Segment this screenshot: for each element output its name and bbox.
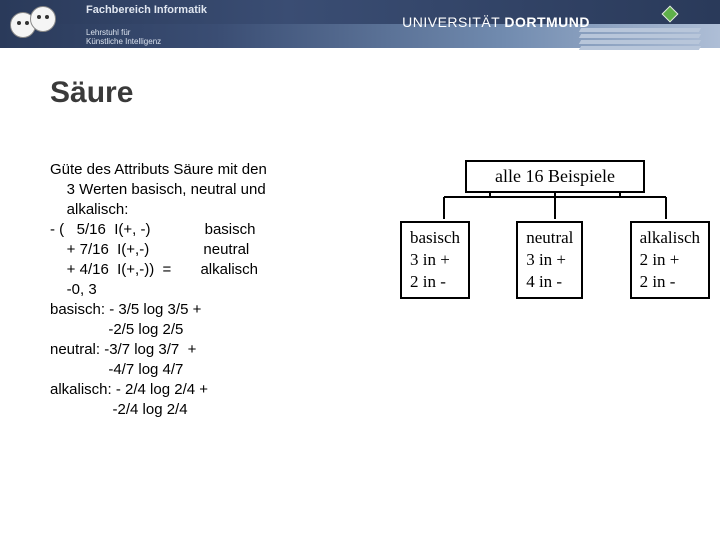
body-line: -0, 3	[50, 280, 380, 300]
tree-children: basisch 3 in + 2 in - neutral 3 in + 4 i…	[400, 221, 710, 299]
university-light: UNIVERSITÄT	[402, 14, 504, 30]
slide-title: Säure	[50, 76, 133, 110]
body-line: + 7/16 I(+,-) neutral	[50, 240, 380, 260]
body-line: 3 Werten basisch, neutral und	[50, 180, 380, 200]
chair-label: Lehrstuhl für Künstliche Intelligenz	[86, 28, 161, 46]
university-name: UNIVERSITÄT DORTMUND	[402, 14, 590, 30]
body-line: alkalisch:	[50, 200, 380, 220]
body-line: alkalisch: - 2/4 log 2/4 +	[50, 380, 380, 400]
tree-child-alkalisch: alkalisch 2 in + 2 in -	[630, 221, 710, 299]
tree-connectors	[400, 193, 710, 221]
tree-child-neutral: neutral 3 in + 4 in -	[516, 221, 583, 299]
tree-root-node: alle 16 Beispiele	[465, 160, 645, 193]
slide-header: Fachbereich Informatik Lehrstuhl für Kün…	[0, 0, 720, 48]
body-line: -2/4 log 2/4	[50, 400, 380, 420]
tree-diagram: alle 16 Beispiele basisch 3 in + 2 in - …	[400, 160, 710, 299]
body-line: neutral: -3/7 log 3/7 +	[50, 340, 380, 360]
body-line: - ( 5/16 I(+, -) basisch	[50, 220, 380, 240]
connector-lines-icon	[400, 191, 710, 221]
department-label: Fachbereich Informatik	[86, 4, 207, 16]
body-line: -2/5 log 2/5	[50, 320, 380, 340]
body-line: basisch: - 3/5 log 3/5 +	[50, 300, 380, 320]
decorative-stripes	[580, 28, 700, 52]
chair-line2: Künstliche Intelligenz	[86, 37, 161, 46]
body-line: + 4/16 I(+,-)) = alkalisch	[50, 260, 380, 280]
university-bold: DORTMUND	[504, 14, 590, 30]
tree-child-basisch: basisch 3 in + 2 in -	[400, 221, 470, 299]
chair-line1: Lehrstuhl für	[86, 28, 130, 37]
body-line: Güte des Attributs Säure mit den	[50, 160, 380, 180]
logo-faces	[10, 6, 74, 42]
body-line: -4/7 log 4/7	[50, 360, 380, 380]
body-text: Güte des Attributs Säure mit den 3 Werte…	[50, 160, 380, 420]
